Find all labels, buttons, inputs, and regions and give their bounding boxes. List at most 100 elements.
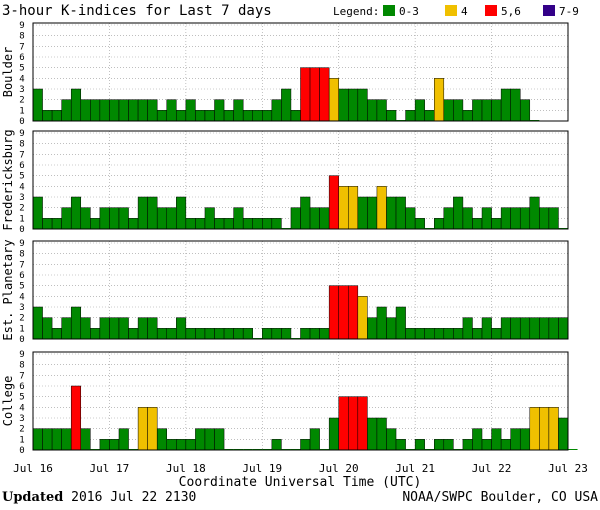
bar bbox=[61, 428, 72, 451]
bar bbox=[338, 285, 349, 340]
bar bbox=[481, 99, 492, 122]
bar bbox=[233, 99, 244, 122]
bar bbox=[568, 449, 578, 450]
y-tick-label: 0 bbox=[19, 225, 24, 235]
bar bbox=[500, 88, 511, 122]
bar bbox=[309, 428, 320, 451]
bar bbox=[529, 196, 540, 230]
bar bbox=[109, 439, 120, 451]
y-tick-label: 5 bbox=[19, 282, 24, 292]
bar bbox=[109, 207, 120, 230]
bar bbox=[338, 88, 349, 122]
y-tick-label: 9 bbox=[19, 129, 24, 139]
bar bbox=[300, 67, 311, 122]
bar bbox=[453, 99, 464, 122]
bar bbox=[309, 67, 320, 122]
bar bbox=[472, 328, 483, 340]
bar bbox=[195, 428, 206, 451]
source-credit: NOAA/SWPC Boulder, CO USA bbox=[402, 490, 598, 505]
bar bbox=[328, 175, 339, 230]
y-tick-label: 3 bbox=[19, 193, 24, 203]
bar bbox=[386, 428, 397, 451]
bar bbox=[195, 328, 206, 340]
y-tick-label: 6 bbox=[19, 161, 24, 171]
bar bbox=[539, 407, 550, 451]
legend-label: Legend: bbox=[333, 5, 379, 18]
y-tick-label: 9 bbox=[19, 21, 24, 31]
legend: Legend: 0-3 4 5,6 7-9 bbox=[333, 5, 579, 18]
bar bbox=[185, 218, 196, 230]
bar bbox=[185, 439, 196, 451]
bar bbox=[357, 88, 368, 122]
bar bbox=[214, 99, 225, 122]
bar bbox=[99, 207, 110, 230]
bar bbox=[61, 317, 72, 340]
bar bbox=[233, 207, 244, 230]
bar bbox=[395, 439, 406, 451]
bar bbox=[481, 439, 492, 451]
bar bbox=[147, 99, 158, 122]
bar bbox=[176, 110, 187, 122]
legend-item-label: 7-9 bbox=[559, 5, 579, 18]
y-tick-label: 4 bbox=[19, 403, 24, 413]
bar bbox=[300, 439, 311, 451]
bar bbox=[147, 317, 158, 340]
bar bbox=[242, 110, 253, 122]
bar bbox=[434, 78, 445, 122]
y-tick-label: 7 bbox=[19, 42, 24, 52]
bar bbox=[309, 328, 320, 340]
y-tick-label: 0 bbox=[19, 117, 24, 127]
bar bbox=[195, 218, 206, 230]
bar bbox=[367, 196, 378, 230]
bar bbox=[233, 328, 244, 340]
updated-label: Updated bbox=[2, 490, 64, 505]
bar bbox=[147, 196, 158, 230]
bar bbox=[51, 218, 62, 230]
bar bbox=[529, 317, 540, 340]
bar bbox=[118, 317, 129, 340]
bar bbox=[195, 110, 206, 122]
y-tick-label: 8 bbox=[19, 250, 24, 260]
bar bbox=[558, 417, 569, 451]
bar bbox=[109, 99, 120, 122]
bar bbox=[32, 88, 43, 122]
bar bbox=[271, 328, 282, 340]
bar bbox=[137, 317, 148, 340]
bar bbox=[548, 317, 559, 340]
bar bbox=[386, 110, 397, 122]
bar bbox=[491, 428, 502, 451]
y-tick-label: 4 bbox=[19, 74, 24, 84]
bar bbox=[462, 110, 473, 122]
bar bbox=[42, 110, 53, 122]
x-tick-label: Jul 19 bbox=[242, 462, 282, 475]
bar bbox=[462, 439, 473, 451]
bar bbox=[539, 207, 550, 230]
bar bbox=[176, 439, 187, 451]
bar bbox=[204, 328, 215, 340]
y-tick-label: 0 bbox=[19, 446, 24, 456]
bar bbox=[214, 428, 225, 451]
y-tick-label: 7 bbox=[19, 260, 24, 270]
bar bbox=[262, 218, 273, 230]
bar bbox=[376, 417, 387, 451]
y-tick-label: 2 bbox=[19, 204, 24, 214]
bar bbox=[434, 439, 445, 451]
panel-label: Fredericksburg bbox=[1, 129, 15, 230]
panel-label: Boulder bbox=[1, 47, 15, 98]
bar bbox=[395, 196, 406, 230]
bar bbox=[548, 407, 559, 451]
bar bbox=[367, 417, 378, 451]
bar bbox=[424, 110, 435, 122]
x-tick-label: Jul 18 bbox=[166, 462, 206, 475]
bar bbox=[61, 99, 72, 122]
bar bbox=[376, 99, 387, 122]
bar bbox=[472, 218, 483, 230]
bar bbox=[271, 218, 282, 230]
y-tick-label: 9 bbox=[19, 350, 24, 360]
bar bbox=[51, 110, 62, 122]
bar bbox=[99, 439, 110, 451]
bar bbox=[558, 317, 569, 340]
bar bbox=[510, 207, 521, 230]
bar bbox=[328, 417, 339, 451]
